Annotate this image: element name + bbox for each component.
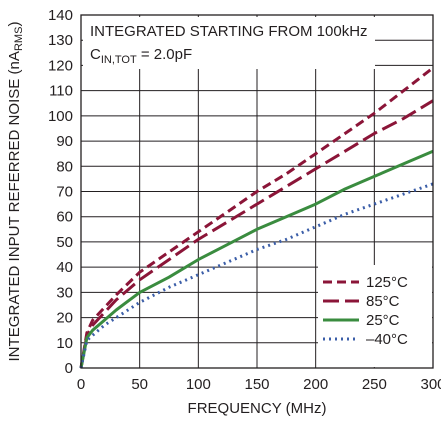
x-tick-labels: 0 50 100 150 200 250 300 bbox=[77, 376, 441, 393]
series-line bbox=[79, 149, 434, 369]
y-tick-label: 110 bbox=[49, 83, 73, 100]
annotation-box-background bbox=[83, 17, 375, 69]
x-tick-label: 300 bbox=[420, 376, 441, 393]
y-tick-label: 70 bbox=[56, 184, 73, 201]
x-tick-label: 150 bbox=[244, 376, 269, 393]
y-tick-label: 30 bbox=[56, 284, 73, 301]
y-tick-label: 60 bbox=[56, 209, 73, 226]
y-tick-label: 140 bbox=[48, 7, 73, 24]
x-tick-label: 50 bbox=[131, 376, 148, 393]
series-line bbox=[79, 66, 434, 369]
y-tick-label: 0 bbox=[65, 360, 73, 377]
y-tick-label: 10 bbox=[56, 335, 73, 352]
plot-frame bbox=[80, 14, 434, 369]
x-tick-label: 250 bbox=[362, 376, 387, 393]
legend-label: 85°C bbox=[366, 293, 400, 310]
legend-label: –40°C bbox=[366, 331, 408, 348]
x-tick-label: 100 bbox=[186, 376, 211, 393]
y-tick-label: 130 bbox=[48, 32, 73, 49]
legend: 125°C 85°C 25°C –40°C bbox=[323, 274, 408, 348]
y-tick-label: 90 bbox=[56, 133, 73, 150]
series-line bbox=[79, 99, 434, 369]
legend-label: 125°C bbox=[366, 274, 408, 291]
y-tick-label: 120 bbox=[48, 57, 73, 74]
x-tick-label: 200 bbox=[303, 376, 328, 393]
y-tick-label: 100 bbox=[48, 108, 73, 125]
series-lines bbox=[79, 66, 434, 369]
annotation-capacitance: CIN,TOT = 2.0pF bbox=[90, 46, 192, 66]
series-line bbox=[79, 182, 434, 369]
y-tick-label: 40 bbox=[56, 259, 73, 276]
y-tick-labels: 0 10 20 30 40 50 60 70 80 90 100 110 120 130 140 bbox=[48, 7, 73, 377]
y-tick-label: 50 bbox=[56, 234, 73, 251]
x-tick-label: 0 bbox=[77, 376, 85, 393]
y-tick-label: 80 bbox=[56, 158, 73, 175]
y-tick-label: 20 bbox=[56, 310, 73, 327]
annotation-integration-start: INTEGRATED STARTING FROM 100kHz bbox=[90, 23, 368, 40]
legend-label: 25°C bbox=[366, 312, 400, 329]
y-axis-label: INTEGRATED INPUT REFERRED NOISE (nARMS) bbox=[6, 22, 25, 362]
x-axis-label: FREQUENCY (MHz) bbox=[188, 400, 327, 417]
